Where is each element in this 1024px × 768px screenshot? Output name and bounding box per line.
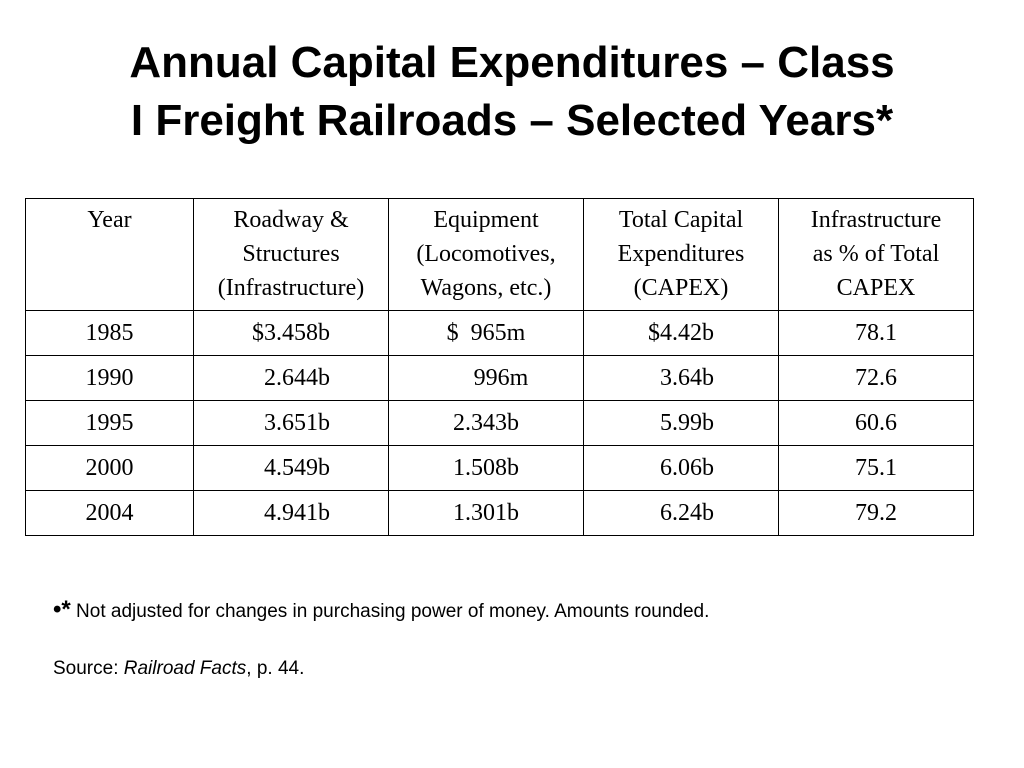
footnote-marker: •*: [53, 596, 71, 623]
cell-year: 2004: [25, 490, 194, 536]
cell-equipment: 996m: [388, 355, 584, 401]
cell-total: 5.99b: [583, 400, 779, 446]
cell-total: 3.64b: [583, 355, 779, 401]
cell-percent: 79.2: [778, 490, 974, 536]
table-header-row: Year Roadway & Structures (Infrastructur…: [25, 198, 974, 311]
table-row: 1990 2.644b 996m 3.64b 72.6: [25, 355, 974, 401]
header-year-line: Year: [87, 207, 132, 233]
header-line: Structures: [242, 241, 340, 267]
header-roadway-structures: Roadway & Structures (Infrastructure): [193, 198, 389, 311]
header-line: Roadway &: [233, 207, 349, 233]
table-row: 2004 4.941b 1.301b 6.24b 79.2: [25, 490, 974, 536]
cell-equipment: $ 965m: [388, 310, 584, 356]
slide-title: Annual Capital Expenditures – Class I Fr…: [0, 34, 1024, 150]
source-prefix: Source:: [53, 658, 124, 679]
header-infrastructure-percent: Infrastructure as % of Total CAPEX: [778, 198, 974, 311]
table-row: 1985 $3.458b $ 965m $4.42b 78.1: [25, 310, 974, 356]
cell-percent: 60.6: [778, 400, 974, 446]
capex-table: Year Roadway & Structures (Infrastructur…: [25, 198, 974, 536]
header-total-capex: Total Capital Expenditures (CAPEX): [583, 198, 779, 311]
cell-roadway: 4.941b: [193, 490, 389, 536]
footnote: •* Not adjusted for changes in purchasin…: [53, 593, 709, 629]
footnote-text: Not adjusted for changes in purchasing p…: [70, 601, 710, 622]
header-line: Total Capital: [618, 207, 744, 233]
cell-year: 1995: [25, 400, 194, 446]
slide-title-line-1: Annual Capital Expenditures – Class: [129, 38, 895, 87]
header-line: Infrastructure: [810, 207, 942, 233]
header-year: Year: [25, 198, 194, 311]
cell-roadway: 2.644b: [193, 355, 389, 401]
cell-percent: 75.1: [778, 445, 974, 491]
table-row: 1995 3.651b 2.343b 5.99b 60.6: [25, 400, 974, 446]
cell-total: 6.06b: [583, 445, 779, 491]
cell-percent: 72.6: [778, 355, 974, 401]
table-row: 2000 4.549b 1.508b 6.06b 75.1: [25, 445, 974, 491]
cell-equipment: 1.508b: [388, 445, 584, 491]
source-title: Railroad Facts: [123, 658, 247, 679]
cell-year: 2000: [25, 445, 194, 491]
header-line: (CAPEX): [633, 275, 729, 301]
cell-total: 6.24b: [583, 490, 779, 536]
cell-roadway: 3.651b: [193, 400, 389, 446]
cell-equipment: 1.301b: [388, 490, 584, 536]
cell-equipment: 2.343b: [388, 400, 584, 446]
cell-total: $4.42b: [583, 310, 779, 356]
cell-year: 1985: [25, 310, 194, 356]
header-line: Expenditures: [617, 241, 745, 267]
cell-roadway: 4.549b: [193, 445, 389, 491]
cell-year: 1990: [25, 355, 194, 401]
header-line: Wagons, etc.): [420, 275, 552, 301]
header-line: as % of Total: [812, 241, 940, 267]
cell-percent: 78.1: [778, 310, 974, 356]
slide-title-line-2: I Freight Railroads – Selected Years*: [130, 96, 894, 145]
source-suffix: , p. 44.: [246, 658, 305, 679]
source-citation: Source: Railroad Facts, p. 44.: [53, 652, 304, 686]
header-line: (Locomotives,: [416, 241, 556, 267]
header-equipment: Equipment (Locomotives, Wagons, etc.): [388, 198, 584, 311]
cell-roadway: $3.458b: [193, 310, 389, 356]
header-line: CAPEX: [836, 275, 916, 301]
header-line: Equipment: [433, 207, 539, 233]
header-line: (Infrastructure): [217, 275, 365, 301]
